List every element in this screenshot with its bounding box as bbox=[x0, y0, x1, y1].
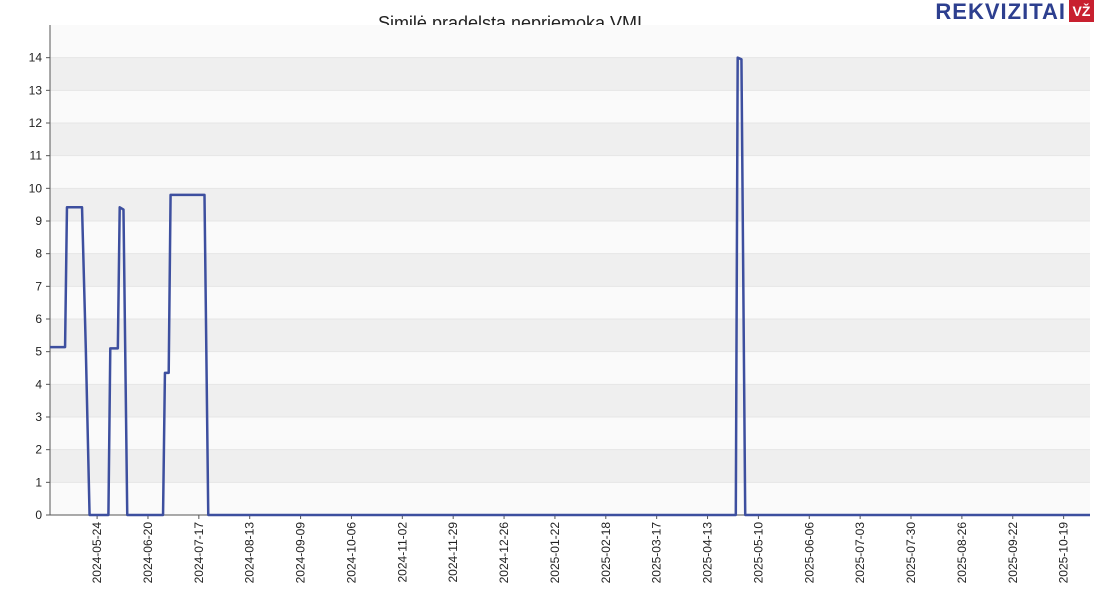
y-tick-label: 13 bbox=[29, 83, 43, 97]
data-line bbox=[50, 56, 1090, 517]
grid-band bbox=[50, 123, 1090, 156]
x-tick-label: 2025-02-18 bbox=[599, 522, 613, 584]
x-tick-label: 2024-12-26 bbox=[497, 522, 511, 584]
logo-badge-bg bbox=[1069, 0, 1094, 22]
grid-band bbox=[50, 384, 1090, 417]
x-tick-label: 2024-06-20 bbox=[141, 522, 155, 584]
x-tick-label: 2024-11-02 bbox=[395, 522, 409, 583]
x-tick-label: 2025-09-22 bbox=[1006, 522, 1020, 584]
logo-badge: VŽ bbox=[1073, 2, 1091, 19]
x-tick-label: 2025-05-10 bbox=[751, 522, 765, 584]
y-tick-label: 6 bbox=[35, 312, 42, 326]
grid-band bbox=[50, 253, 1090, 287]
y-tick-label: 10 bbox=[29, 181, 43, 195]
x-tick-label: 2024-09-09 bbox=[294, 522, 308, 584]
x-tick-label: 2025-07-30 bbox=[904, 522, 918, 584]
y-tick-label: 11 bbox=[30, 149, 43, 163]
grid-band bbox=[50, 188, 1090, 221]
y-tick-label: 7 bbox=[35, 279, 42, 293]
x-tick-label: 2025-08-26 bbox=[955, 522, 969, 584]
y-tick-label: 12 bbox=[29, 116, 43, 130]
x-tick-label: 2025-03-17 bbox=[650, 522, 664, 584]
grid-band bbox=[50, 319, 1090, 352]
x-tick-label: 2024-11-29 bbox=[446, 522, 460, 583]
x-tick-label: 2025-06-06 bbox=[802, 522, 816, 584]
y-tick-label: 4 bbox=[35, 377, 42, 391]
y-tick-label: 2 bbox=[35, 443, 42, 457]
grid-band bbox=[50, 449, 1090, 483]
x-tick-label: 2025-04-13 bbox=[701, 522, 715, 584]
y-tick-label: 8 bbox=[35, 247, 42, 261]
x-tick-label: 2025-10-19 bbox=[1057, 522, 1071, 584]
x-tick-label: 2024-08-13 bbox=[243, 522, 257, 584]
y-tick-label: 0 bbox=[35, 508, 42, 522]
x-tick-label: 2025-01-22 bbox=[548, 522, 562, 584]
grid-band bbox=[50, 57, 1090, 91]
y-tick-label: 1 bbox=[35, 475, 42, 489]
x-tick-label: 2024-07-17 bbox=[192, 522, 206, 584]
x-tick-label: 2024-05-24 bbox=[90, 522, 104, 584]
logo-text: REKVIZITAI bbox=[935, 0, 1066, 24]
x-tick-label: 2024-10-06 bbox=[344, 522, 358, 584]
y-tick-label: 5 bbox=[35, 345, 42, 359]
y-tick-label: 3 bbox=[35, 410, 42, 424]
y-tick-label: 14 bbox=[29, 51, 43, 65]
y-tick-label: 9 bbox=[35, 214, 42, 228]
x-tick-label: 2025-07-03 bbox=[853, 522, 867, 584]
